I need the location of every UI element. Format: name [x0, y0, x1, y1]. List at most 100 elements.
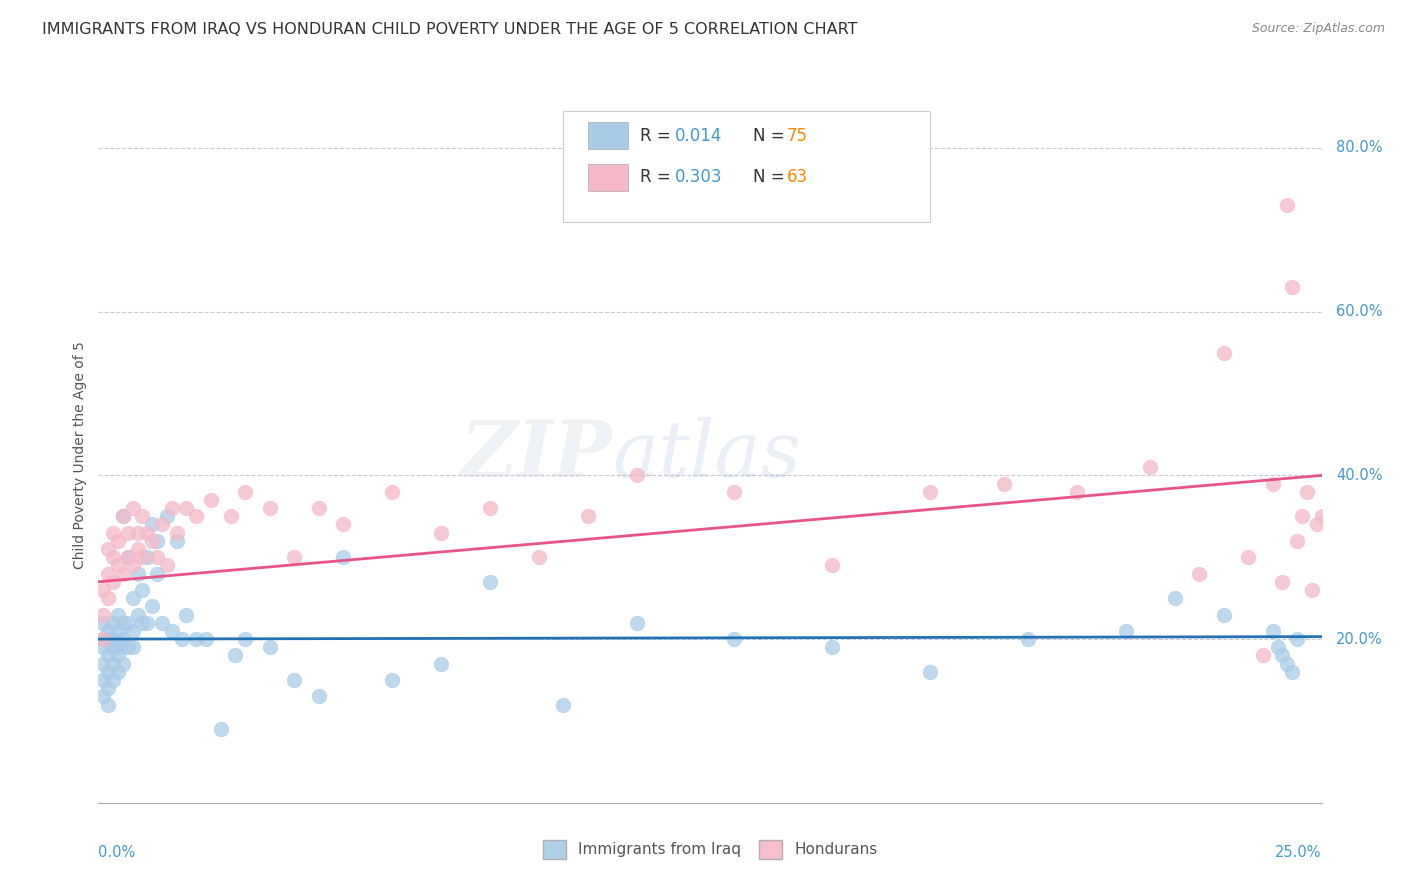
Point: [97, 591, 120, 606]
Text: IMMIGRANTS FROM IRAQ VS HONDURAN CHILD POVERTY UNDER THE AGE OF 5 CORRELATION CH: IMMIGRANTS FROM IRAQ VS HONDURAN CHILD P…: [42, 22, 858, 37]
Point: [107, 640, 129, 655]
FancyBboxPatch shape: [564, 111, 931, 222]
Point: [97, 665, 120, 679]
Point: [1310, 509, 1333, 524]
Point: [97, 542, 120, 557]
Point: [626, 468, 648, 483]
Point: [1066, 484, 1088, 499]
Point: [91, 607, 114, 622]
Point: [381, 484, 404, 499]
Point: [186, 632, 208, 646]
Point: [1115, 624, 1137, 638]
Point: [131, 615, 153, 630]
Text: 75: 75: [787, 127, 808, 145]
Point: [1164, 591, 1187, 606]
Point: [107, 665, 129, 679]
Point: [527, 550, 550, 565]
Point: [91, 673, 114, 687]
Point: [97, 681, 120, 696]
Point: [117, 615, 139, 630]
Point: [478, 574, 501, 589]
Point: [723, 484, 745, 499]
FancyBboxPatch shape: [588, 122, 628, 149]
Point: [200, 492, 222, 507]
Point: [111, 632, 134, 646]
Point: [1271, 648, 1294, 663]
Point: [111, 509, 134, 524]
Point: [101, 673, 124, 687]
Point: [101, 574, 124, 589]
Point: [186, 509, 208, 524]
Point: [430, 525, 453, 540]
Point: [478, 501, 501, 516]
Point: [308, 501, 330, 516]
Point: [107, 558, 129, 573]
Point: [1237, 550, 1260, 565]
Point: [101, 632, 124, 646]
Point: [91, 582, 114, 597]
Point: [1281, 280, 1303, 294]
Text: Source: ZipAtlas.com: Source: ZipAtlas.com: [1251, 22, 1385, 36]
Point: [97, 648, 120, 663]
Point: [97, 698, 120, 712]
Text: atlas: atlas: [612, 417, 801, 493]
Point: [101, 640, 124, 655]
Point: [121, 501, 143, 516]
Point: [117, 550, 139, 565]
Text: 0.014: 0.014: [675, 127, 721, 145]
Point: [107, 607, 129, 622]
Point: [91, 632, 114, 646]
Point: [150, 615, 173, 630]
Point: [127, 566, 149, 581]
Point: [1212, 345, 1234, 359]
Point: [91, 640, 114, 655]
Point: [150, 517, 173, 532]
Point: [553, 698, 575, 712]
Point: [156, 558, 179, 573]
Point: [1212, 607, 1234, 622]
Point: [160, 624, 183, 638]
Point: [219, 509, 242, 524]
Point: [195, 632, 218, 646]
Point: [430, 657, 453, 671]
Text: 63: 63: [787, 168, 808, 186]
Point: [91, 632, 114, 646]
Point: [1301, 582, 1323, 597]
Point: [121, 591, 143, 606]
Point: [1017, 632, 1039, 646]
Point: [308, 690, 330, 704]
Text: N =: N =: [752, 168, 790, 186]
Point: [101, 615, 124, 630]
Point: [1291, 509, 1313, 524]
Point: [1188, 566, 1211, 581]
Point: [1261, 476, 1284, 491]
Point: [1139, 460, 1161, 475]
Point: [821, 640, 844, 655]
Text: 20.0%: 20.0%: [1336, 632, 1384, 647]
Point: [91, 690, 114, 704]
Point: [332, 550, 354, 565]
Point: [233, 484, 256, 499]
Point: [993, 476, 1015, 491]
Point: [111, 566, 134, 581]
Point: [160, 501, 183, 516]
Point: [920, 484, 942, 499]
Point: [97, 632, 120, 646]
Point: [117, 525, 139, 540]
Point: [626, 615, 648, 630]
Point: [146, 550, 169, 565]
Point: [576, 509, 599, 524]
Point: [176, 501, 198, 516]
Point: [156, 509, 179, 524]
Point: [91, 657, 114, 671]
Point: [121, 640, 143, 655]
Point: [107, 533, 129, 548]
Text: 40.0%: 40.0%: [1336, 468, 1384, 483]
Point: [111, 615, 134, 630]
Point: [1286, 533, 1309, 548]
Point: [1277, 198, 1299, 212]
Point: [136, 615, 159, 630]
Point: [101, 525, 124, 540]
Point: [209, 722, 232, 736]
Point: [224, 648, 246, 663]
